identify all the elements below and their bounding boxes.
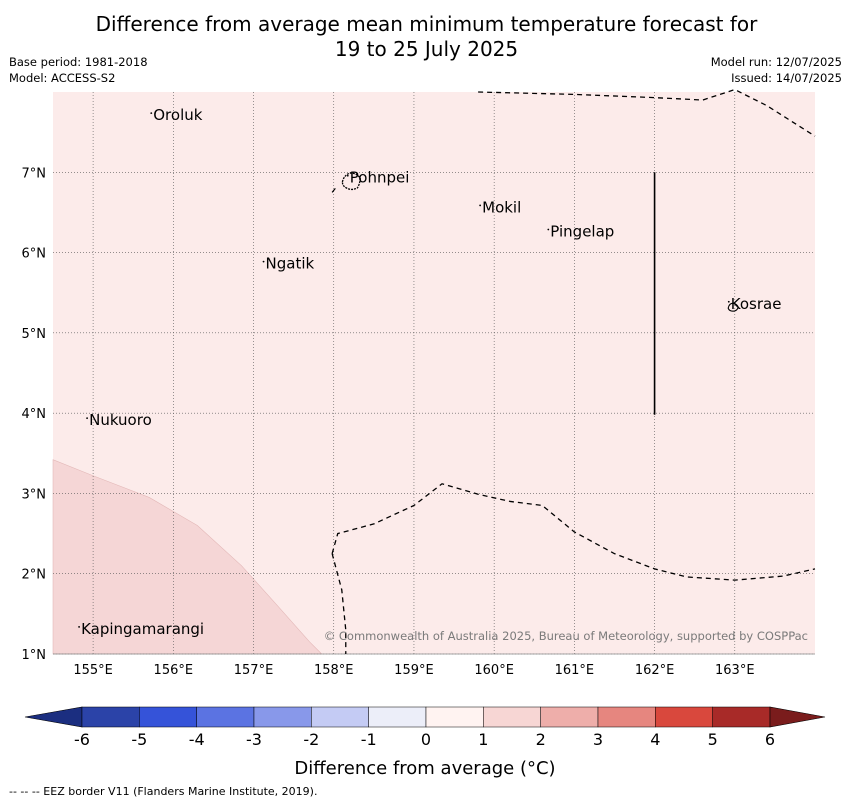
map-plot-area: Oroluk Pohnpei Mokil Pingelap Ngatik Kosrae Nu…	[22, 88, 816, 678]
colorbar-segment	[425, 706, 484, 728]
lon-tick-label: 162°E	[635, 663, 675, 678]
lat-tick-label: 6°N	[22, 247, 47, 262]
island-kosrae-outline	[727, 302, 739, 312]
place-marker	[727, 300, 730, 303]
colorbar-segment	[540, 706, 599, 728]
colorbar-over-arrow	[769, 706, 826, 728]
meta-left: Base period: 1981-2018 Model: ACCESS-S2	[9, 54, 148, 86]
lon-tick-label: 156°E	[154, 663, 194, 678]
colorbar-segment	[81, 706, 140, 728]
lon-tick-label: 161°E	[555, 663, 595, 678]
model-name: Model: ACCESS-S2	[9, 71, 116, 85]
place-label: Kosrae	[731, 295, 782, 313]
title-line-1: Difference from average mean minimum tem…	[95, 12, 758, 36]
lat-tick-label: 7°N	[22, 166, 47, 181]
title-line-2: 19 to 25 July 2025	[334, 37, 519, 61]
place-marker	[479, 204, 482, 207]
place-marker	[150, 112, 153, 114]
lon-tick-label: 157°E	[234, 663, 274, 678]
colorbar-tick-label: 4	[650, 730, 660, 749]
colorbar-segment	[712, 706, 771, 728]
colorbar-segment	[196, 706, 255, 728]
colorbar: -6 -5 -4 -3 -2 -1 0 1 2 3 4 5 6 Difference from avera…	[24, 706, 826, 779]
place-label: Ngatik	[266, 255, 315, 273]
lon-tick-label: 159°E	[394, 663, 434, 678]
colorbar-segment	[597, 706, 656, 728]
lon-tick-label: 158°E	[314, 663, 354, 678]
place-label: Pingelap	[550, 223, 614, 241]
place-marker	[547, 228, 550, 231]
colorbar-under-arrow	[24, 706, 83, 728]
island-pohnpei-outline	[341, 172, 362, 191]
colorbar-segment	[311, 706, 369, 728]
place-marker	[346, 174, 349, 177]
map-title: Difference from average mean minimum tem…	[0, 12, 850, 62]
colorbar-tick-label: -3	[246, 730, 262, 749]
colorbar-tick-label: 5	[708, 730, 718, 749]
eez-footer-note: -- -- -- EEZ border V11 (Flanders Marine…	[9, 785, 318, 798]
lat-tick-label: 1°N	[22, 648, 47, 663]
lat-tick-label: 3°N	[22, 487, 47, 502]
colorbar-tick-label: 0	[421, 730, 431, 749]
colorbar-label: Difference from average (°C)	[294, 758, 555, 779]
base-period: Base period: 1981-2018	[9, 55, 148, 69]
eez-border-2	[331, 483, 816, 581]
eez-border-3	[331, 553, 347, 654]
colorbar-tick-label: -1	[361, 730, 377, 749]
colorbar-segment	[139, 706, 197, 728]
colorbar-tick-label: 3	[593, 730, 603, 749]
colorbar-segment	[253, 706, 312, 728]
coastline-fragment	[331, 187, 336, 193]
issued-date: Issued: 14/07/2025	[731, 71, 842, 85]
lon-tick-label: 163°E	[715, 663, 755, 678]
place-label: Mokil	[482, 198, 521, 216]
colorbar-tick-label: 1	[478, 730, 488, 749]
meta-right: Model run: 12/07/2025 Issued: 14/07/2025	[711, 54, 842, 86]
colorbar-segment	[655, 706, 713, 728]
colorbar-tick-label: -2	[303, 730, 319, 749]
colorbar-segment	[368, 706, 427, 728]
colorbar-tick-label: 6	[765, 730, 775, 749]
lat-tick-label: 5°N	[22, 327, 47, 342]
lat-tick-label: 2°N	[22, 568, 47, 583]
place-label: Oroluk	[153, 106, 202, 124]
place-marker	[78, 626, 80, 628]
lon-tick-label: 155°E	[73, 663, 113, 678]
lat-tick-label: 4°N	[22, 407, 47, 422]
copyright-note: © Commonwealth of Australia 2025, Bureau…	[324, 629, 808, 643]
colorbar-tick-label: -4	[189, 730, 205, 749]
model-run: Model run: 12/07/2025	[710, 55, 842, 69]
place-label: Pohnpei	[350, 169, 410, 187]
place-marker	[86, 417, 88, 420]
place-label: Nukuoro	[89, 411, 152, 429]
colorbar-tick-label: -6	[74, 730, 90, 749]
place-label: Kapingamarangi	[81, 620, 204, 638]
colorbar-tick-label: -5	[131, 730, 147, 749]
place-marker	[262, 260, 265, 263]
lon-tick-label: 160°E	[474, 663, 514, 678]
colorbar-tick-label: 2	[536, 730, 546, 749]
colorbar-segment	[483, 706, 541, 728]
